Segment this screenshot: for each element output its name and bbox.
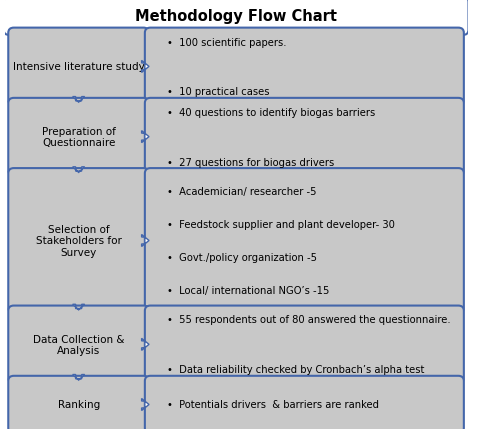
FancyBboxPatch shape	[8, 169, 149, 313]
Text: •  Academician/ researcher -5: • Academician/ researcher -5	[166, 186, 316, 196]
FancyBboxPatch shape	[145, 306, 464, 383]
Text: •  Local/ international NGO’s -15: • Local/ international NGO’s -15	[166, 286, 329, 295]
FancyArrow shape	[142, 131, 149, 143]
FancyBboxPatch shape	[8, 376, 149, 430]
FancyBboxPatch shape	[145, 98, 464, 176]
FancyArrow shape	[142, 235, 149, 247]
Text: •  100 scientific papers.: • 100 scientific papers.	[166, 37, 286, 47]
Text: Data Collection &
Analysis: Data Collection & Analysis	[33, 334, 124, 355]
Text: •  Potentials drivers  & barriers are ranked: • Potentials drivers & barriers are rank…	[166, 399, 378, 409]
Text: •  55 respondents out of 80 answered the questionnaire.: • 55 respondents out of 80 answered the …	[166, 315, 450, 325]
FancyBboxPatch shape	[8, 98, 149, 176]
FancyArrow shape	[142, 399, 149, 411]
Text: Preparation of
Questionnaire: Preparation of Questionnaire	[42, 126, 116, 148]
Text: Ranking: Ranking	[58, 399, 100, 409]
Text: Selection of
Stakeholders for
Survey: Selection of Stakeholders for Survey	[36, 224, 122, 258]
FancyArrow shape	[72, 167, 85, 173]
FancyBboxPatch shape	[145, 169, 464, 313]
FancyBboxPatch shape	[145, 376, 464, 430]
Text: •  Feedstock supplier and plant developer- 30: • Feedstock supplier and plant developer…	[166, 219, 394, 229]
FancyArrow shape	[142, 61, 149, 73]
Text: Methodology Flow Chart: Methodology Flow Chart	[135, 9, 337, 24]
Text: •  Data reliability checked by Cronbach’s alpha test: • Data reliability checked by Cronbach’s…	[166, 364, 424, 375]
FancyBboxPatch shape	[145, 28, 464, 106]
FancyArrow shape	[72, 375, 85, 380]
FancyBboxPatch shape	[4, 0, 468, 36]
Text: •  Govt./policy organization -5: • Govt./policy organization -5	[166, 252, 316, 262]
Text: Intensive literature study: Intensive literature study	[13, 62, 144, 72]
Text: •  27 questions for biogas drivers: • 27 questions for biogas drivers	[166, 157, 334, 167]
FancyArrow shape	[72, 304, 85, 310]
FancyBboxPatch shape	[8, 28, 149, 106]
FancyBboxPatch shape	[8, 306, 149, 383]
Text: •  40 questions to identify biogas barriers: • 40 questions to identify biogas barrie…	[166, 108, 375, 117]
FancyArrow shape	[142, 338, 149, 350]
FancyArrow shape	[72, 97, 85, 103]
Text: •  10 practical cases: • 10 practical cases	[166, 87, 269, 97]
